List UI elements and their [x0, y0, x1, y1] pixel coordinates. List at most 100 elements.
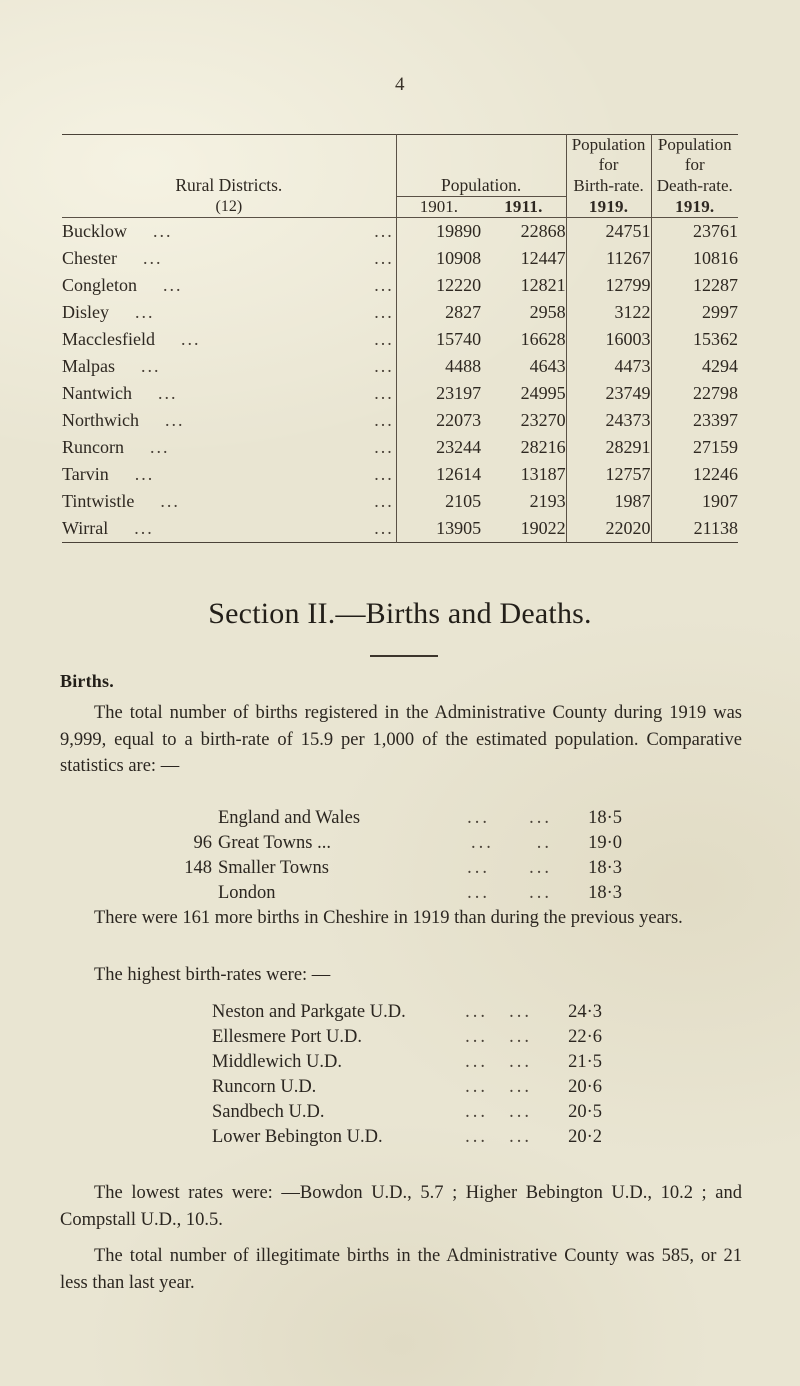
highest-rate-row: Lower Bebington U.D....... 20·2 — [60, 1125, 742, 1150]
cell-population-1901: 13905 — [395, 514, 482, 543]
cell-population-birthrate: 3122 — [565, 298, 652, 326]
rate-value: 21·5 — [568, 1052, 602, 1072]
leader-dots: ... — [180, 328, 201, 349]
cell-population-1901: 2105 — [395, 487, 482, 515]
district-name-cell: Disley...... — [62, 299, 396, 326]
comparative-stat-row: 148 Smaller Towns...... 18·3 — [60, 856, 742, 881]
district-name-cell: Malpas...... — [62, 353, 396, 380]
district-label: Runcorn — [62, 436, 124, 457]
deathrate-population-header: Population for Death-rate. — [650, 134, 738, 197]
leader-dots: ... — [374, 382, 394, 403]
leader-dots: ... — [509, 1077, 532, 1097]
leader-dots: ... — [509, 1002, 532, 1022]
table-row: Macclesfield...... 15740 16628 16003 15362 — [62, 325, 738, 353]
birthrate-header-line2: for — [598, 155, 619, 175]
year-header-1901: 1901. — [395, 195, 482, 218]
leader-dots: ... — [465, 1102, 488, 1122]
district-label: Disley — [62, 301, 109, 322]
birthrate-population-header: Population for Birth-rate. — [565, 134, 652, 197]
highest-birth-rates-list: Neston and Parkgate U.D....... 24·3 Ellesm… — [60, 1000, 742, 1150]
stat-value: 19·0 — [588, 833, 622, 853]
leader-dots: ... — [153, 220, 173, 241]
table-row: Tintwistle...... 2105 2193 1987 1907 — [62, 487, 738, 515]
leader-dots: ... — [374, 220, 394, 241]
leader-dots: ... — [134, 463, 155, 484]
birthrate-header-line3: Birth-rate. — [573, 175, 644, 195]
rate-label: Neston and Parkgate U.D. — [212, 1002, 406, 1022]
comparative-stat-row: 96 Great Towns ........ 19·0 — [60, 831, 742, 856]
rate-value: 20·6 — [568, 1077, 602, 1097]
comparative-statistics-list: England and Wales...... 18·5 96 Great Towns… — [60, 806, 742, 906]
rate-value: 20·5 — [568, 1102, 602, 1122]
highest-rate-row: Middlewich U.D....... 21·5 — [60, 1050, 742, 1075]
leader-dots: ... — [135, 301, 155, 322]
leader-dots: ... — [374, 274, 394, 295]
district-label: Wirral — [62, 517, 109, 538]
comparative-stat-row: London...... 18·3 — [60, 881, 742, 906]
stat-lead-number: 96 — [193, 833, 213, 853]
leader-dots: ... — [134, 517, 154, 538]
cell-population-1911: 13187 — [520, 463, 566, 484]
rate-label: Sandbech U.D. — [212, 1102, 325, 1122]
cell-population-birthrate: 23749 — [565, 379, 652, 407]
table-row: Disley...... 2827 2958 3122 2997 — [62, 298, 738, 326]
stub-heading-label: Rural Districts. — [175, 174, 283, 195]
paragraph-more-births: There were 161 more births in Cheshire i… — [94, 908, 683, 928]
cell-population-birthrate: 28291 — [565, 433, 652, 461]
births-subheading: Births. — [60, 671, 114, 691]
cell-population-birthrate: 16003 — [565, 325, 652, 353]
leader-dots: ... — [164, 409, 185, 430]
leader-dots: ... — [142, 247, 163, 268]
leader-dots: ... — [470, 833, 494, 853]
district-name-cell: Nantwich...... — [62, 380, 396, 407]
district-name-cell: Congleton...... — [62, 272, 396, 299]
population-table-wrapper: Rural Districts. (12) Population. Popula… — [62, 134, 738, 543]
cell-population-1911: 23270 — [520, 409, 566, 430]
population-group-header: Population. — [395, 134, 567, 197]
deathrate-header-line2: for — [684, 155, 705, 175]
cell-population-birthrate: 4473 — [565, 352, 652, 380]
paragraph-lowest-rates: The lowest rates were: —Bowdon U.D., 5.7… — [60, 1183, 742, 1230]
leader-dots: ... — [465, 1002, 488, 1022]
district-name-cell: Macclesfield...... — [62, 326, 396, 353]
cell-population-deathrate: 1907 — [650, 487, 738, 515]
leader-dots: ... — [509, 1102, 532, 1122]
cell-population-1911: 12447 — [520, 247, 566, 268]
district-name-cell: Tarvin...... — [62, 461, 396, 488]
leader-dots: ... — [374, 355, 394, 376]
stat-value: 18·3 — [588, 858, 622, 878]
cell-population-1911: 2958 — [529, 301, 566, 322]
cell-population-birthrate: 24373 — [565, 406, 652, 434]
table-row: Runcorn...... 23244 28216 28291 27159 — [62, 433, 738, 461]
leader-dots: ... — [150, 436, 170, 457]
cell-population-1911: 2193 — [529, 490, 566, 511]
cell-population-1901: 4488 — [395, 352, 482, 380]
leader-dots: ... — [509, 1027, 532, 1047]
leader-dots: ... — [465, 1027, 488, 1047]
district-label: Chester — [62, 247, 117, 268]
cell-population-birthrate: 22020 — [565, 514, 652, 543]
leader-dots: ... — [467, 808, 490, 828]
leader-dots: .. — [536, 833, 552, 853]
leader-dots: ... — [509, 1127, 532, 1147]
cell-population-deathrate: 4294 — [650, 352, 738, 380]
leader-dots: ... — [141, 355, 161, 376]
district-name-cell: Tintwistle...... — [62, 488, 396, 515]
header-row-group: Rural Districts. (12) Population. Popula… — [62, 134, 738, 215]
cell-population-1901: 15740 — [395, 325, 482, 353]
cell-population-deathrate: 2997 — [650, 298, 738, 326]
cell-population-birthrate: 11267 — [565, 244, 652, 272]
birthrate-header-line1: Population — [571, 135, 646, 154]
cell-population-deathrate: 23761 — [650, 217, 738, 245]
cell-population-deathrate: 27159 — [650, 433, 738, 461]
leader-dots: ... — [163, 274, 183, 295]
district-label: Macclesfield — [62, 328, 155, 349]
stat-value: 18·3 — [588, 883, 622, 903]
cell-population-1901: 19890 — [395, 217, 482, 245]
stat-label: England and Wales — [218, 808, 361, 828]
table-row: Tarvin...... 12614 13187 12757 12246 — [62, 460, 738, 488]
leader-dots: ... — [529, 858, 552, 878]
leader-dots: ... — [374, 517, 394, 538]
table-row: Malpas...... 4488 4643 4473 4294 — [62, 352, 738, 380]
